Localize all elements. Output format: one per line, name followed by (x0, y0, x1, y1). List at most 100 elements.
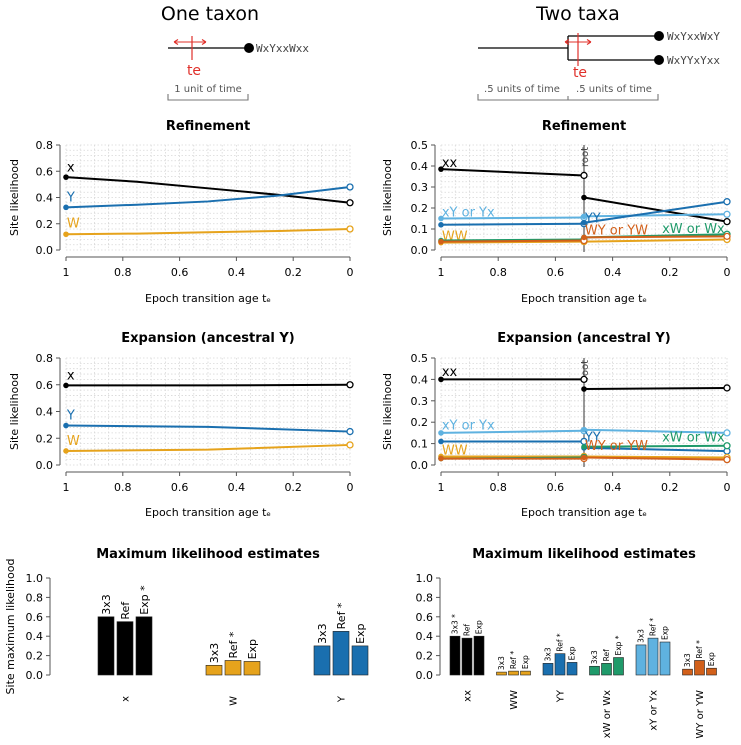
tree-one-te-arrow-icon (173, 39, 207, 45)
series-line-xW-or-Wx (583, 444, 728, 448)
bar-label: 3x3 * (451, 614, 460, 634)
x-axis-label: Epoch transition age tₑ (521, 292, 647, 305)
bar (706, 667, 717, 676)
group-label: WW (509, 690, 520, 710)
tree-one-title: One taxon (161, 3, 259, 25)
series-label: YY (584, 212, 601, 227)
bar-label: 3x3 (683, 653, 692, 667)
bar (224, 660, 242, 676)
x-tick-label: 0.4 (228, 481, 246, 494)
bar (589, 665, 600, 676)
series-label: WY or YW (585, 439, 648, 454)
y-axis-label: Site likelihood (8, 373, 21, 450)
series-point (438, 215, 444, 222)
y-tick-label: 0.4 (411, 160, 429, 173)
group-label: W (229, 696, 240, 706)
bar (554, 653, 566, 676)
group-label: YY (556, 689, 567, 703)
bar-label: 3x3 (497, 656, 506, 670)
chart-refinement-one-taxon: Refinement 0.0 0.2 0.4 0.6 0.8 1 0.8 0.6 0.4 0.2 0 E… (8, 119, 354, 305)
y-axis-label: Site likelihood (8, 159, 21, 236)
series-point (63, 382, 69, 389)
chart-refinement-two-taxa: Refinement 0.0 0.1 0.2 0.3 0.4 0.5 1 0.8 0.6 0.4 0.… (381, 119, 731, 305)
tree-one-scale-label: 1 unit of time (174, 84, 242, 95)
series-point (438, 222, 444, 228)
series-line-WY-or-YW (583, 456, 728, 461)
bar (243, 661, 261, 676)
y-tick-label: 0.4 (36, 406, 54, 419)
y-tick-label: 0.8 (36, 139, 54, 152)
series-line-YY (440, 222, 585, 226)
y-tick-label: 0.6 (36, 165, 54, 178)
root-label: root (580, 147, 591, 167)
tree-two-te-label: te (573, 65, 587, 81)
tree-one-te-label: te (187, 63, 201, 79)
tree-two-tip-label: WxYYxYxx (667, 54, 720, 67)
y-tick-label: 0.5 (411, 352, 429, 365)
bar-label: 3x3 (208, 643, 221, 664)
y-tick-label: 0.1 (411, 438, 429, 451)
series-line-YY (583, 200, 728, 224)
bar (332, 631, 350, 676)
series-point (723, 232, 731, 241)
y-tick-label: 0.4 (26, 630, 44, 643)
tree-two-tip-node (654, 31, 664, 41)
series-line-WY-or-YW (440, 239, 585, 243)
tree-one-tip-node (244, 43, 254, 53)
series-point (438, 166, 444, 172)
tree-one-scale-bar (167, 94, 249, 101)
series-line-WW (583, 455, 728, 459)
x-tick-label: 1 (438, 266, 445, 279)
bar (647, 637, 659, 676)
bar-label: Ref * (695, 640, 704, 659)
series-point (723, 210, 731, 218)
group-label: xY or Yx (649, 690, 660, 731)
x-tick-label: 0.8 (489, 481, 507, 494)
series-point (63, 174, 69, 180)
series-line-x (65, 176, 351, 204)
series-line-W (65, 443, 351, 452)
x-tick-label: 0 (724, 266, 731, 279)
chart-title: Maximum likelihood estimates (96, 547, 320, 562)
x-tick-label: 1 (63, 266, 70, 279)
series-line-xY-or-Yx (583, 213, 728, 218)
bar (566, 662, 578, 676)
bar (508, 670, 519, 676)
series-label: WW (442, 443, 468, 458)
series-label: xx (442, 365, 458, 380)
y-tick-label: 0.4 (36, 192, 54, 205)
y-tick-label: 0.1 (411, 223, 429, 236)
series-line-W (65, 228, 351, 236)
bar-label: Exp * (138, 585, 151, 615)
x-tick-label: 0.4 (228, 266, 246, 279)
series-point (723, 442, 731, 450)
y-tick-label: 0.0 (26, 669, 44, 682)
y-tick-label: 1.0 (26, 572, 44, 585)
bar-label: Ref (602, 649, 611, 661)
y-tick-label: 0.3 (411, 181, 429, 194)
series-line-x (66, 383, 351, 387)
x-axis-label: Epoch transition age tₑ (145, 292, 271, 305)
series-line-WW (440, 240, 585, 244)
x-tick-label: 0.2 (284, 266, 302, 279)
chart-title: Refinement (542, 119, 626, 134)
bar-label: Ref * (649, 618, 658, 637)
series-point (723, 198, 731, 206)
x-tick-label: 0.2 (661, 266, 679, 279)
bar-label: Exp (568, 646, 577, 660)
chart-title: Expansion (ancestral Y) (121, 331, 294, 346)
bar-label: Exp (661, 626, 670, 640)
bar (473, 635, 485, 676)
y-tick-label: 0.8 (416, 591, 434, 604)
bar (449, 635, 461, 676)
bar (116, 621, 134, 676)
series-point (581, 234, 587, 241)
group-label: x (121, 696, 132, 702)
series-label: xW or Wx (662, 222, 725, 237)
y-tick-label: 0.2 (36, 218, 54, 231)
bar (682, 668, 693, 676)
x-tick-label: 0 (347, 266, 354, 279)
series-label: WY or YW (585, 223, 648, 238)
x-tick-label: 0.8 (489, 266, 507, 279)
